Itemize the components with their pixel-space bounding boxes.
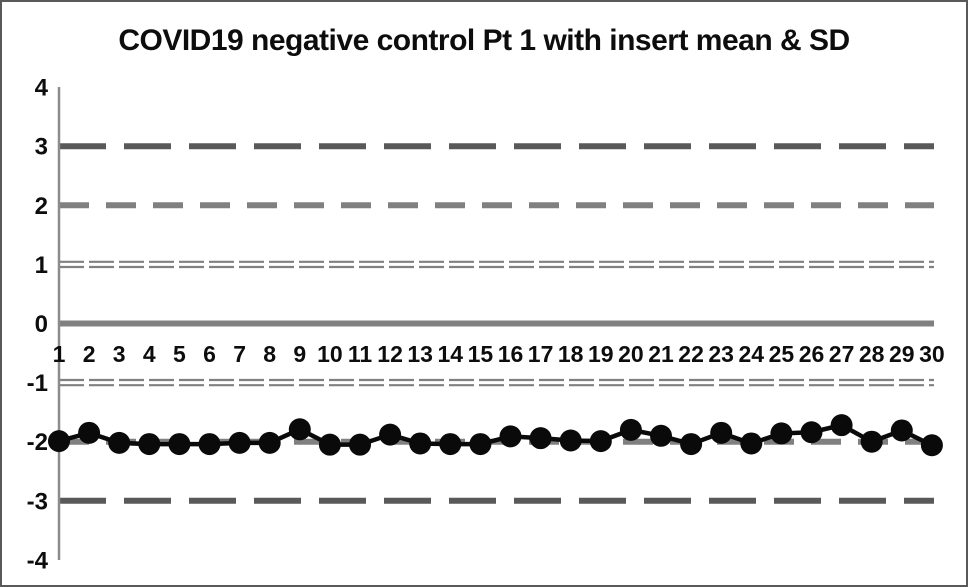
data-point bbox=[138, 433, 161, 456]
y-tick-label: 3 bbox=[35, 134, 48, 161]
x-tick-label: 7 bbox=[233, 341, 246, 367]
x-tick-label: 27 bbox=[829, 341, 855, 367]
data-point bbox=[860, 430, 883, 453]
y-tick-label: 1 bbox=[35, 252, 48, 279]
x-tick-label: 20 bbox=[618, 341, 644, 367]
data-point bbox=[228, 431, 251, 454]
x-tick-label: 2 bbox=[83, 341, 96, 367]
x-tick-label: 4 bbox=[143, 341, 156, 367]
x-tick-label: 29 bbox=[889, 341, 915, 367]
data-point bbox=[499, 425, 522, 448]
y-tick-label: 2 bbox=[35, 193, 48, 220]
data-point bbox=[258, 431, 281, 454]
x-tick-label: 28 bbox=[859, 341, 885, 367]
x-tick-label: 24 bbox=[739, 341, 765, 367]
y-tick-label: -1 bbox=[27, 370, 48, 397]
data-point bbox=[740, 432, 763, 455]
x-tick-label: 8 bbox=[263, 341, 276, 367]
data-point bbox=[439, 433, 462, 456]
data-point bbox=[78, 421, 101, 444]
x-tick-label: 21 bbox=[648, 341, 674, 367]
x-tick-label: 15 bbox=[468, 341, 494, 367]
x-tick-label: 1 bbox=[53, 341, 66, 367]
x-tick-label: 17 bbox=[528, 341, 554, 367]
data-point bbox=[710, 421, 733, 444]
y-tick-label: -3 bbox=[27, 488, 48, 515]
y-tick-label: -2 bbox=[27, 429, 48, 456]
data-point bbox=[920, 434, 943, 457]
data-point bbox=[168, 433, 191, 456]
data-point bbox=[288, 418, 311, 441]
x-tick-label: 23 bbox=[708, 341, 734, 367]
data-point bbox=[198, 433, 221, 456]
data-point bbox=[379, 423, 402, 446]
data-point bbox=[680, 433, 703, 456]
data-point bbox=[830, 414, 853, 437]
data-point bbox=[529, 427, 552, 450]
x-tick-label: 22 bbox=[678, 341, 704, 367]
x-tick-label: 9 bbox=[293, 341, 306, 367]
data-point bbox=[800, 421, 823, 444]
chart-title: COVID19 negative control Pt 1 with inser… bbox=[118, 24, 850, 57]
y-tick-label: -4 bbox=[27, 547, 49, 574]
data-point bbox=[559, 429, 582, 452]
x-tick-label: 14 bbox=[438, 341, 464, 367]
y-tick-label: 0 bbox=[35, 311, 48, 338]
data-point bbox=[108, 431, 131, 454]
x-tick-label: 10 bbox=[317, 341, 343, 367]
x-tick-label: 19 bbox=[588, 341, 614, 367]
x-tick-label: 5 bbox=[173, 341, 186, 367]
x-tick-label: 26 bbox=[799, 341, 825, 367]
data-point bbox=[890, 419, 913, 442]
data-point bbox=[589, 430, 612, 453]
x-tick-label: 6 bbox=[203, 341, 216, 367]
x-tick-label: 30 bbox=[919, 341, 945, 367]
x-tick-label: 3 bbox=[113, 341, 126, 367]
x-tick-label: 25 bbox=[769, 341, 795, 367]
data-point bbox=[469, 433, 492, 456]
data-point bbox=[318, 433, 341, 456]
x-tick-label: 12 bbox=[377, 341, 403, 367]
data-point bbox=[349, 433, 371, 456]
data-point bbox=[409, 432, 432, 455]
data-point bbox=[48, 430, 70, 453]
data-point bbox=[650, 424, 672, 447]
x-tick-label: 13 bbox=[407, 341, 433, 367]
x-tick-label: 11 bbox=[348, 341, 373, 367]
x-tick-label: 18 bbox=[558, 341, 584, 367]
data-point bbox=[619, 418, 642, 441]
data-point bbox=[770, 422, 793, 445]
y-tick-label: 4 bbox=[35, 75, 49, 102]
x-tick-label: 16 bbox=[498, 341, 524, 367]
